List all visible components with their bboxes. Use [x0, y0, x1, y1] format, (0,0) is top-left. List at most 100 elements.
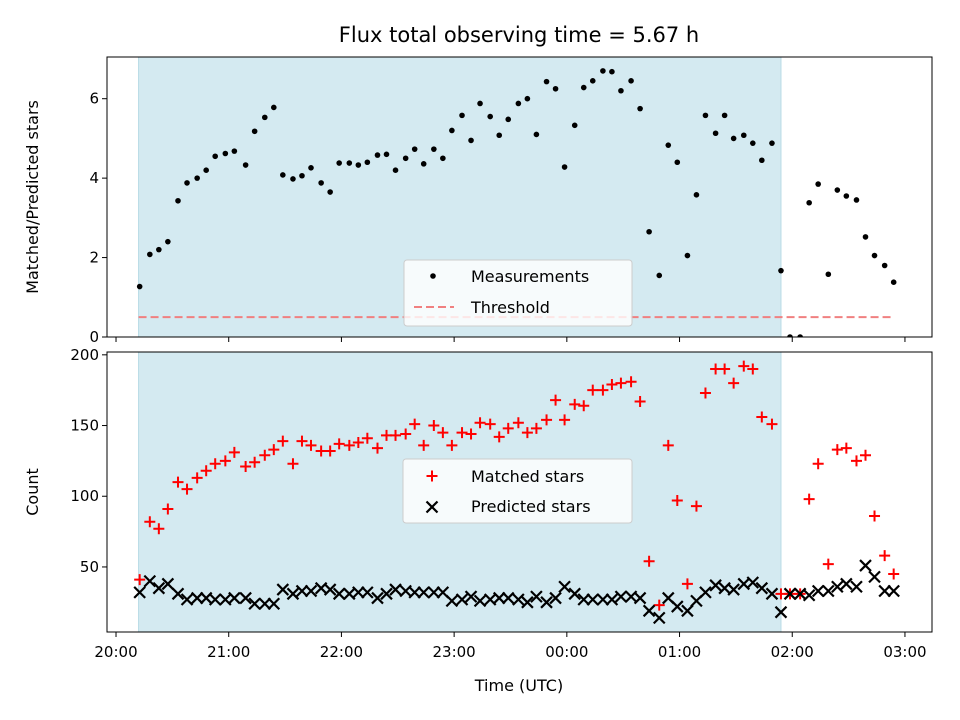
predicted-star-point [727, 583, 740, 596]
predicted-star-point [878, 584, 891, 598]
predicted-star-point [417, 586, 430, 599]
measurement-point [740, 132, 747, 139]
matched-star-point [296, 435, 308, 447]
matched-star-point [869, 510, 881, 522]
measurement-point [364, 159, 371, 166]
x-tick-label: 03:00 [883, 643, 926, 661]
measurement-point [184, 180, 190, 186]
chart-title: Flux total observing time = 5.67 h [339, 23, 699, 47]
measurement-point [609, 68, 615, 75]
top-y-tick-label: 0 [89, 328, 99, 346]
matched-star-point [860, 449, 872, 461]
predicted-star-point [709, 579, 722, 592]
measurement-point [271, 104, 277, 111]
measurement-point [147, 251, 153, 258]
bottom-y-tick-label: 200 [70, 346, 99, 364]
measurement-point [327, 189, 333, 195]
predicted-star-point [568, 587, 582, 601]
measurement-point [853, 197, 860, 203]
predicted-star-point [445, 594, 459, 608]
measurement-point [815, 181, 821, 187]
measurement-point [222, 150, 229, 157]
measurement-point [308, 165, 314, 171]
measurement-point [487, 113, 493, 120]
measurement-point [411, 146, 418, 152]
measurement-point [693, 192, 700, 198]
matched-star-point [333, 438, 345, 450]
predicted-star-point [248, 597, 261, 610]
measurement-point [571, 122, 578, 129]
top-y-tick-label: 6 [89, 90, 99, 108]
matched-star-point [512, 417, 524, 429]
predicted-star-point [540, 596, 553, 609]
matched-star-point [615, 377, 627, 389]
predicted-star-point [228, 591, 241, 605]
matched-star-point [191, 472, 203, 484]
predicted-star-point [577, 593, 591, 606]
bottom-legend-box [402, 458, 633, 524]
matched-star-point [219, 455, 231, 467]
measurement-point [392, 167, 399, 173]
measurement-point [524, 95, 531, 102]
measurement-point [797, 334, 803, 337]
matched-star-point [209, 458, 221, 470]
measurement-point [402, 155, 409, 162]
predicted-star-point [746, 576, 760, 589]
matched-star-point [578, 400, 590, 412]
matched-star-point [493, 431, 505, 443]
predicted-star-point [276, 583, 290, 596]
bottom-y-axis-label: Count [23, 468, 42, 516]
predicted-star-point [586, 593, 600, 606]
predicted-star-point [596, 593, 610, 606]
x-tick-label: 22:00 [320, 643, 363, 661]
matched-star-point [521, 427, 533, 439]
measurement-point [552, 85, 559, 92]
measurement-point [862, 234, 869, 240]
matched-star-point [277, 435, 289, 447]
bottom-y-tick-label: 50 [80, 558, 99, 576]
matched-star-point [153, 523, 165, 535]
measurement-point [318, 180, 324, 186]
measurement-point [618, 87, 624, 94]
matched-star-point [172, 476, 184, 488]
matched-star-point [456, 427, 468, 439]
measurement-point [721, 112, 728, 119]
matched-star-point [681, 578, 693, 590]
matched-star-point [634, 395, 646, 407]
matched-star-point [287, 458, 299, 470]
measurement-point [496, 132, 503, 139]
predicted-star-point [850, 580, 863, 594]
x-tick-label: 23:00 [433, 643, 476, 661]
measurement-point [251, 128, 258, 135]
matched-star-point [879, 550, 891, 562]
measurement-point [175, 197, 181, 204]
predicted-star-point [152, 581, 166, 595]
predicted-star-point [408, 586, 421, 599]
measurement-point [561, 164, 568, 170]
measurement-point [136, 283, 143, 290]
measurement-point [637, 105, 643, 112]
top-legend-box [403, 259, 633, 327]
predicted-star-point [859, 559, 872, 572]
measurement-point [600, 68, 606, 74]
x-tick-label: 20:00 [94, 643, 137, 661]
predicted-stars-series [133, 559, 900, 625]
measurement-point [730, 135, 737, 142]
bottom-y-tick-label: 150 [70, 417, 99, 435]
matched-star-point [643, 555, 655, 567]
matched-star-point [240, 461, 252, 473]
measurement-point [890, 279, 897, 285]
x-tick-label: 21:00 [207, 643, 250, 661]
measurements-series [136, 68, 897, 337]
predicted-star-point [239, 591, 252, 605]
matched-star-point [587, 384, 599, 396]
predicted-star-point [323, 583, 337, 596]
predicted-star-point [371, 591, 384, 605]
top-y-tick-label: 4 [89, 169, 99, 187]
measurement-point [628, 78, 634, 84]
measurement-point [712, 130, 719, 137]
matched-star-point [181, 483, 193, 495]
predicted-star-point [840, 577, 853, 591]
measurement-point [843, 193, 850, 199]
